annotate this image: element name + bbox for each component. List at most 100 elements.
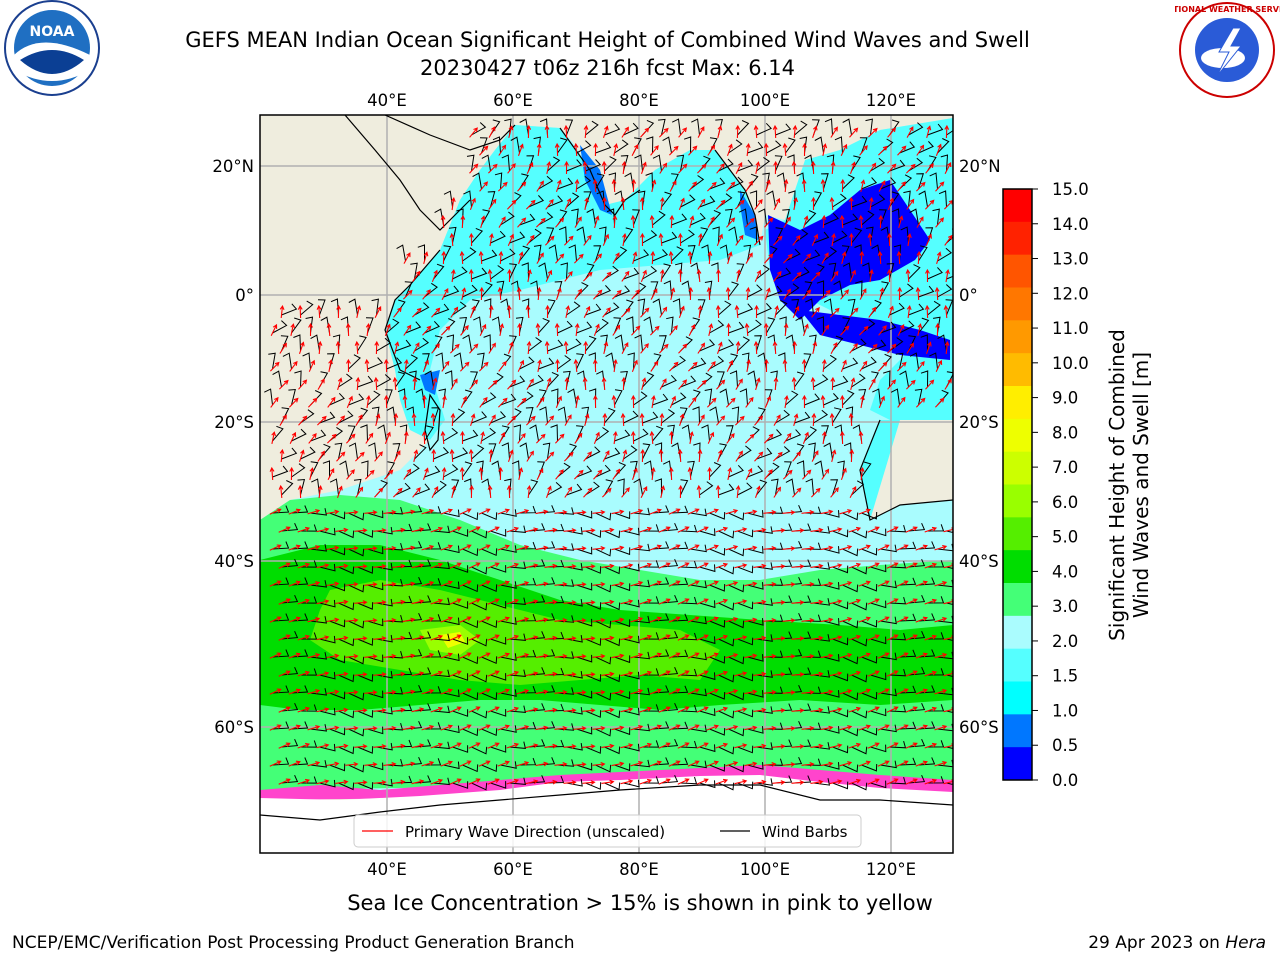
wind-barb — [832, 745, 849, 754]
wave-arrow — [716, 163, 725, 174]
wind-barb — [490, 709, 507, 717]
wave-arrow — [289, 466, 294, 481]
wind-barb — [528, 595, 546, 604]
wave-arrow — [316, 563, 330, 569]
wave-arrow — [364, 726, 378, 731]
wind-barb — [585, 303, 602, 316]
wind-barb — [606, 208, 615, 226]
wave-arrow — [840, 325, 850, 336]
wave-arrow — [886, 742, 899, 749]
wind-barb — [642, 372, 655, 388]
wave-arrow — [365, 469, 375, 480]
wave-arrow — [906, 342, 915, 354]
wind-barb — [414, 559, 432, 568]
wave-arrow — [355, 414, 363, 426]
wave-arrow — [631, 394, 636, 409]
wind-barb — [371, 406, 380, 424]
wind-barb — [462, 334, 472, 352]
wind-barb — [357, 375, 374, 388]
wave-arrow — [811, 233, 819, 246]
wind-barb — [642, 443, 651, 460]
wave-arrow — [725, 725, 739, 731]
wave-arrow — [506, 670, 520, 677]
wind-barb — [709, 691, 726, 700]
wave-arrow — [820, 617, 834, 623]
wave-arrow — [630, 545, 644, 551]
wave-arrow — [392, 635, 406, 641]
wave-arrow — [868, 268, 874, 283]
wave-arrow — [886, 268, 892, 283]
wave-arrow — [830, 270, 839, 282]
wind-barb — [557, 723, 575, 731]
wind-barb — [932, 208, 940, 226]
colorbar-tick-label: 10.0 — [1052, 354, 1089, 373]
wind-barb — [775, 227, 784, 244]
wind-barb — [471, 411, 488, 424]
wind-barb — [608, 172, 617, 190]
wave-arrow — [564, 451, 574, 462]
wind-barb — [433, 561, 451, 570]
wave-arrow — [345, 322, 351, 337]
colorbar-tick-label: 3.0 — [1052, 597, 1078, 616]
wind-barb — [452, 266, 468, 280]
wind-barb — [550, 424, 558, 442]
wave-arrow — [307, 653, 321, 659]
wave-arrow — [336, 304, 341, 319]
wave-arrow — [764, 395, 772, 408]
wind-barb — [264, 388, 273, 406]
wind-barb — [845, 406, 854, 424]
wind-barb — [595, 764, 612, 773]
wind-barb — [861, 655, 878, 664]
wind-barb — [519, 757, 537, 766]
wind-barb — [585, 446, 601, 460]
wave-arrow — [440, 508, 453, 515]
wind-barb — [433, 263, 445, 280]
wind-barb — [737, 709, 754, 718]
wave-arrow — [820, 581, 834, 587]
wave-arrow — [859, 288, 867, 300]
wave-arrow — [525, 779, 539, 785]
wind-barb — [300, 596, 318, 604]
wave-arrow — [555, 358, 560, 372]
wave-arrow — [677, 526, 690, 533]
wind-barb — [937, 284, 953, 298]
wave-arrow — [316, 743, 330, 749]
wind-barb — [576, 140, 592, 154]
wave-arrow — [335, 599, 349, 605]
wind-barb — [462, 512, 479, 521]
wave-arrow — [269, 580, 282, 587]
colorbar-tick-label: 14.0 — [1052, 215, 1089, 234]
wind-barb — [699, 227, 709, 244]
wind-barb — [728, 353, 739, 370]
wave-arrow — [649, 688, 662, 695]
wave-arrow — [364, 546, 378, 551]
wind-barb — [559, 226, 567, 244]
wave-arrow — [564, 160, 569, 175]
wind-barb — [788, 190, 796, 208]
wave-arrow — [584, 197, 589, 211]
wave-arrow — [442, 394, 447, 409]
wind-barb — [595, 318, 609, 334]
wind-barb — [395, 482, 411, 496]
wave-arrow — [649, 652, 662, 659]
wind-barb — [756, 447, 773, 460]
wind-barb — [614, 285, 631, 298]
wind-barb — [832, 781, 849, 790]
wave-arrow — [678, 343, 688, 354]
wave-arrow — [488, 342, 496, 354]
wave-arrow — [755, 161, 761, 175]
wave-arrow — [555, 287, 562, 300]
wave-arrow — [725, 689, 739, 695]
wind-barb — [679, 407, 688, 424]
wind-barb — [785, 390, 799, 406]
wave-arrow — [592, 581, 606, 587]
wind-barb — [433, 669, 451, 678]
wave-arrow — [497, 724, 510, 731]
lat-tick-left: 60°S — [214, 718, 254, 737]
wind-barb — [604, 265, 619, 280]
wind-barb — [920, 334, 928, 352]
wind-barb — [424, 758, 442, 766]
wave-arrow — [440, 580, 453, 587]
wave-arrow — [592, 509, 606, 515]
wind-barb — [504, 478, 512, 496]
